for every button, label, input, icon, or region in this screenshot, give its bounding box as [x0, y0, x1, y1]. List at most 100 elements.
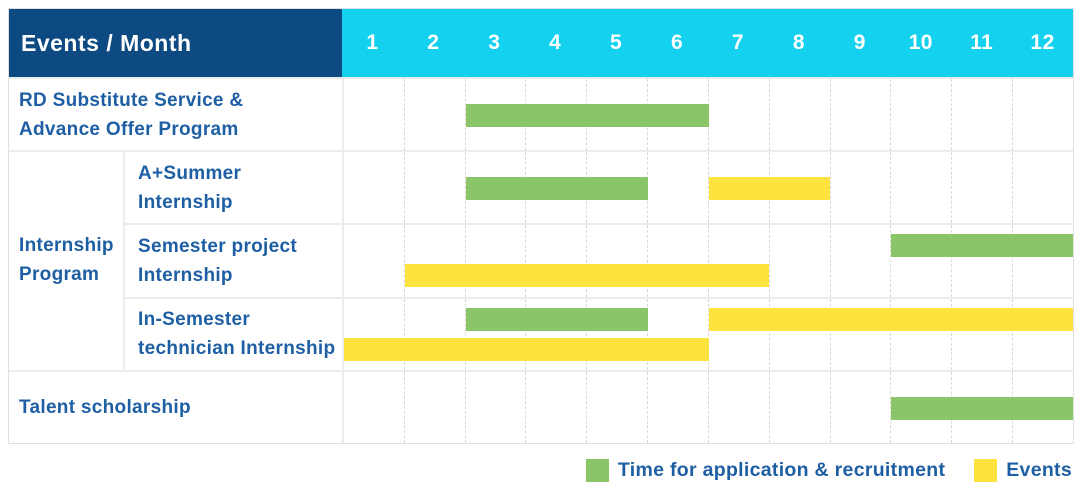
month-cell: [951, 225, 1012, 297]
table-row: A+Summer Internship: [9, 150, 1073, 224]
month-header-cell: 5: [610, 31, 623, 54]
month-header-cell: 10: [908, 31, 933, 54]
month-cell: [344, 372, 404, 443]
month-cell: [951, 79, 1012, 151]
month-cell: [344, 152, 404, 223]
month-cell: [951, 152, 1012, 224]
month-cell: [525, 298, 586, 370]
month-cell: [403, 225, 465, 297]
legend: Time for application & recruitment Event…: [585, 455, 1072, 485]
month-cell: [829, 225, 891, 297]
month-cell: [464, 371, 526, 443]
month-header-cell: 6: [670, 31, 684, 54]
month-cell: [768, 371, 830, 443]
month-cell: [647, 298, 708, 370]
table-row: In-Semester technician Internship: [9, 296, 1073, 370]
month-header-cell: 11: [970, 31, 994, 54]
row-label: A+Summer Internship: [125, 150, 342, 223]
gantt-table: Events / Month 1 2 3 4 5 6 7 8 9 10 11 12 RD Substi…: [8, 8, 1074, 444]
month-cell: [403, 79, 465, 151]
month-grid: [342, 296, 1073, 370]
gantt-bar-event: [404, 264, 770, 288]
month-cell: [1012, 225, 1073, 297]
month-grid: [342, 223, 1073, 297]
month-grid: [342, 77, 1073, 151]
gantt-bar-application: [465, 104, 709, 128]
month-cell: [403, 371, 465, 443]
month-cell: [707, 152, 769, 224]
month-cell: [707, 371, 769, 443]
month-header-cell: 8: [792, 31, 805, 54]
gantt-bar-application: [465, 177, 648, 201]
month-cell: [344, 225, 404, 296]
group-column-cell: [9, 150, 125, 224]
month-cell: [464, 298, 526, 370]
legend-label-application: Time for application & recruitment: [617, 458, 946, 481]
row-label: Semester project Internship: [125, 223, 342, 296]
legend-swatch-events-icon: [974, 458, 998, 482]
group-column-cell: [9, 296, 125, 370]
month-cell: [525, 371, 586, 443]
column-header-events-month: Events / Month: [9, 9, 342, 77]
month-cell: [586, 225, 647, 297]
month-cell: [768, 225, 830, 297]
gantt-bar-event: [708, 307, 1073, 331]
table-row: RD Substitute Service & Advance Offer Pro…: [9, 77, 1073, 151]
gantt-bar-application: [465, 307, 648, 331]
month-header-cell: 4: [549, 31, 562, 54]
gantt-bar-application: [890, 396, 1073, 420]
month-grid: [342, 150, 1073, 224]
month-cell: [768, 298, 830, 370]
month-cell: [829, 298, 891, 370]
month-cell: [890, 225, 951, 297]
month-cell: [890, 152, 951, 224]
month-header-row: 1 2 3 4 5 6 7 8 9 10 11 12: [342, 9, 1073, 77]
month-cell: [829, 79, 891, 151]
month-cell: [829, 152, 891, 224]
table-header-row: Events / Month 1 2 3 4 5 6 7 8 9 10 11 12: [9, 9, 1073, 77]
month-header-cell: 3: [488, 31, 501, 54]
row-label: RD Substitute Service & Advance Offer Pro…: [9, 77, 342, 150]
month-cell: [1012, 152, 1073, 224]
gantt-bar-event: [708, 177, 830, 201]
month-cell: [647, 371, 708, 443]
group-label: Internship Program: [19, 234, 114, 285]
month-cell: [464, 152, 526, 224]
month-grid: [342, 369, 1073, 443]
month-cell: [829, 371, 891, 443]
month-cell: [464, 79, 526, 151]
month-cell: [464, 225, 526, 297]
gantt-bar-application: [890, 234, 1073, 258]
month-cell: [890, 298, 951, 370]
month-cell: [1012, 298, 1073, 370]
month-header-cell: 2: [427, 31, 440, 54]
row-label: In-Semester technician Internship: [125, 296, 342, 370]
month-cell: [707, 225, 769, 297]
month-cell: [951, 298, 1012, 370]
legend-label-events: Events: [1006, 458, 1072, 481]
gantt-body: RD Substitute Service & Advance Offer Pro…: [9, 77, 1073, 443]
month-cell: [707, 298, 769, 370]
month-header-cell: 9: [853, 31, 866, 54]
month-cell: [647, 152, 708, 224]
month-cell: [768, 79, 830, 151]
month-cell: [344, 79, 404, 150]
month-cell: [707, 79, 769, 151]
month-header-cell: 7: [731, 31, 745, 54]
month-cell: [586, 371, 647, 443]
table-row: Semester project Internship: [9, 223, 1073, 297]
month-header-cell: 12: [1030, 31, 1055, 54]
row-label: Talent scholarship: [9, 369, 342, 443]
month-header-cell: 1: [366, 31, 379, 54]
table-row: Talent scholarship: [9, 369, 1073, 443]
month-cell: [525, 225, 586, 297]
month-cell: [1012, 79, 1073, 151]
month-cell: [890, 79, 951, 151]
gantt-bar-event: [344, 337, 709, 361]
legend-swatch-application-icon: [585, 458, 609, 482]
month-cell: [586, 298, 647, 370]
month-cell: [403, 298, 465, 370]
month-cell: [647, 225, 708, 297]
group-column-cell: [9, 223, 125, 297]
